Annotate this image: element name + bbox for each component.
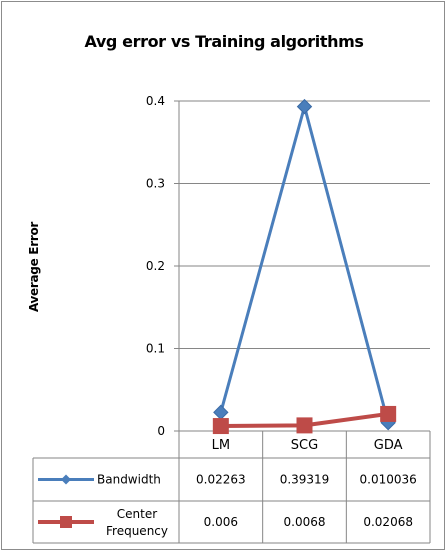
data-point-marker <box>296 417 313 434</box>
table-value: 0.39319 <box>280 473 330 487</box>
table-value: 0.006 <box>204 515 238 529</box>
table-value: 0.02068 <box>363 515 413 529</box>
legend-marker <box>60 516 72 528</box>
y-tick-label: 0.3 <box>146 177 165 191</box>
y-tick-label: 0 <box>157 424 165 438</box>
x-category-label: LM <box>212 438 230 453</box>
legend-label: Frequency <box>106 524 168 538</box>
legend-marker <box>61 474 71 485</box>
data-point-marker <box>212 418 229 435</box>
legend-label: Bandwidth <box>97 473 161 487</box>
y-tick-label: 0.2 <box>146 259 165 273</box>
data-point-marker <box>213 404 229 421</box>
table-value: 0.010036 <box>360 473 417 487</box>
y-tick-label: 0.4 <box>146 94 165 108</box>
data-point-marker <box>380 405 397 422</box>
table-value: 0.0068 <box>284 515 326 529</box>
x-category-label: GDA <box>374 438 403 453</box>
data-point-marker <box>296 98 313 115</box>
table-value: 0.02263 <box>196 473 246 487</box>
series-line <box>219 105 390 424</box>
legend-label: Center <box>117 507 157 521</box>
x-category-label: SCG <box>291 438 318 453</box>
y-tick-label: 0.1 <box>146 342 165 356</box>
chart-title: Avg error vs Training algorithms <box>84 32 364 51</box>
